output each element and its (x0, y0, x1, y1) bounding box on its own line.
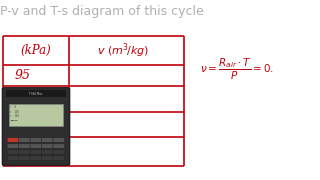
FancyBboxPatch shape (53, 138, 64, 142)
FancyBboxPatch shape (30, 144, 41, 148)
FancyBboxPatch shape (19, 144, 30, 148)
FancyBboxPatch shape (2, 88, 70, 165)
Text: >  0: > 0 (10, 105, 16, 109)
Text: >  200: > 200 (10, 114, 19, 118)
FancyBboxPatch shape (19, 138, 30, 142)
FancyBboxPatch shape (7, 144, 19, 148)
FancyBboxPatch shape (19, 150, 30, 154)
Text: ─────: ───── (10, 119, 18, 123)
Text: 95: 95 (14, 69, 30, 82)
FancyBboxPatch shape (53, 144, 64, 148)
Bar (6, 90, 66, 98)
FancyBboxPatch shape (53, 156, 64, 160)
FancyBboxPatch shape (7, 150, 19, 154)
FancyBboxPatch shape (42, 138, 53, 142)
FancyBboxPatch shape (42, 150, 53, 154)
Text: P-v and T-s diagram of this cycle: P-v and T-s diagram of this cycle (0, 5, 204, 18)
FancyBboxPatch shape (30, 150, 41, 154)
Text: $v\ (m^3\!/kg)$: $v\ (m^3\!/kg)$ (97, 41, 149, 60)
FancyBboxPatch shape (30, 138, 41, 142)
Bar (9, 104, 63, 127)
Text: $\nu = \dfrac{R_{air} \cdot T}{P} = 0.$: $\nu = \dfrac{R_{air} \cdot T}{P} = 0.$ (200, 57, 274, 82)
FancyBboxPatch shape (7, 138, 19, 142)
Text: >  100: > 100 (10, 110, 19, 114)
Text: (kPa): (kPa) (20, 44, 52, 57)
FancyBboxPatch shape (42, 144, 53, 148)
FancyBboxPatch shape (53, 150, 64, 154)
Text: TI-84 Plus: TI-84 Plus (29, 92, 43, 96)
FancyBboxPatch shape (30, 156, 41, 160)
FancyBboxPatch shape (42, 156, 53, 160)
FancyBboxPatch shape (7, 156, 19, 160)
FancyBboxPatch shape (19, 156, 30, 160)
